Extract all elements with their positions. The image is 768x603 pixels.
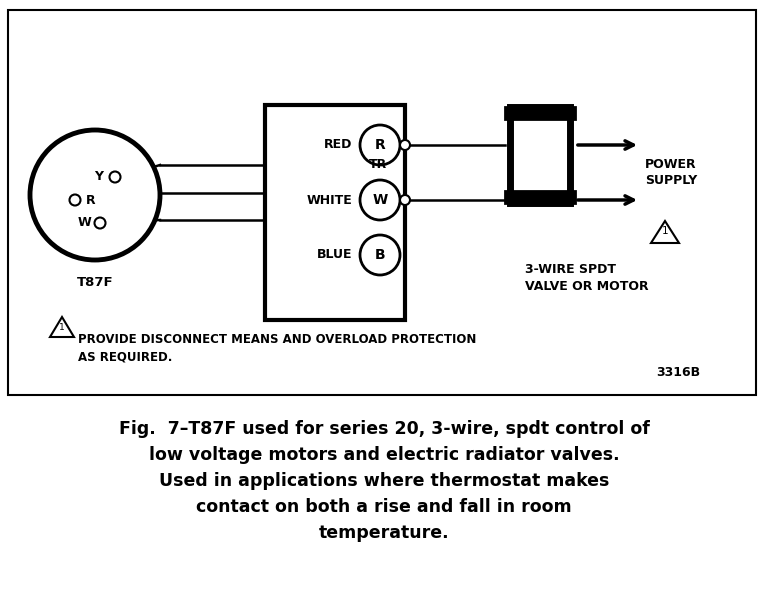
Bar bbox=[265, 105, 405, 320]
Text: Fig.  7–T87F used for series 20, 3-wire, spdt control of: Fig. 7–T87F used for series 20, 3-wire, … bbox=[118, 420, 650, 438]
Text: W: W bbox=[372, 193, 388, 207]
Circle shape bbox=[110, 171, 121, 183]
Text: 3-WIRE SPDT
VALVE OR MOTOR: 3-WIRE SPDT VALVE OR MOTOR bbox=[525, 263, 649, 293]
Circle shape bbox=[360, 180, 400, 220]
Bar bbox=[505, 191, 575, 203]
Text: WHITE: WHITE bbox=[306, 194, 352, 206]
Polygon shape bbox=[50, 317, 74, 337]
Text: temperature.: temperature. bbox=[319, 524, 449, 542]
Bar bbox=[510, 107, 570, 203]
Text: 1: 1 bbox=[59, 323, 65, 332]
Text: POWER
SUPPLY: POWER SUPPLY bbox=[645, 158, 697, 187]
Text: low voltage motors and electric radiator valves.: low voltage motors and electric radiator… bbox=[149, 446, 619, 464]
Circle shape bbox=[30, 130, 160, 260]
Circle shape bbox=[94, 218, 105, 229]
Circle shape bbox=[360, 125, 400, 165]
Text: Used in applications where thermostat makes: Used in applications where thermostat ma… bbox=[159, 472, 609, 490]
Text: 3316B: 3316B bbox=[656, 365, 700, 379]
Circle shape bbox=[400, 195, 410, 205]
Text: Y: Y bbox=[94, 171, 104, 183]
Circle shape bbox=[360, 235, 400, 275]
Text: PROVIDE DISCONNECT MEANS AND OVERLOAD PROTECTION
AS REQUIRED.: PROVIDE DISCONNECT MEANS AND OVERLOAD PR… bbox=[78, 333, 476, 363]
Polygon shape bbox=[651, 221, 679, 243]
Text: contact on both a rise and fall in room: contact on both a rise and fall in room bbox=[196, 498, 572, 516]
Text: RED: RED bbox=[323, 139, 352, 151]
Text: W: W bbox=[77, 216, 91, 230]
Text: T87F: T87F bbox=[77, 276, 114, 289]
Bar bbox=[518, 115, 562, 195]
Text: TR: TR bbox=[369, 158, 387, 171]
Text: BLUE: BLUE bbox=[316, 248, 352, 262]
Circle shape bbox=[400, 140, 410, 150]
Bar bbox=[505, 107, 575, 119]
Text: B: B bbox=[375, 248, 386, 262]
Text: R: R bbox=[375, 138, 386, 152]
Text: R: R bbox=[86, 194, 96, 206]
Text: 1: 1 bbox=[662, 226, 668, 236]
Bar bbox=[8, 10, 756, 395]
Circle shape bbox=[69, 195, 81, 206]
